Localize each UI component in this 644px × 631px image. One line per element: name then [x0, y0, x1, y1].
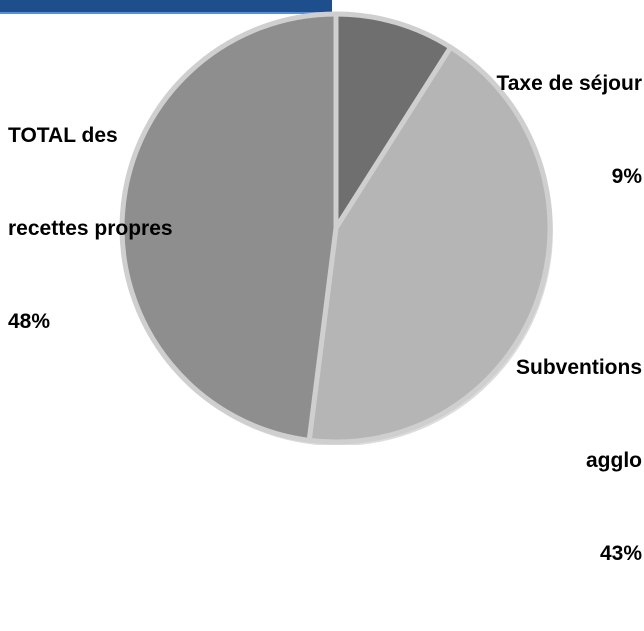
slice-label-line: Taxe de séjour	[496, 72, 642, 95]
slice-label-taxe-de-sejour: Taxe de séjour 9%	[496, 6, 642, 254]
slice-label-line: recettes propres	[8, 217, 173, 240]
title-bar	[0, 0, 332, 14]
slice-label-line: Subventions	[515, 356, 642, 379]
slice-label-line: TOTAL des	[8, 124, 118, 147]
slice-label-percent: 43%	[599, 542, 642, 565]
slice-label-percent: 9%	[611, 165, 642, 188]
slice-label-subventions-agglo: Subventions agglo 43%	[516, 290, 642, 631]
pie-slice-subventions-agglo	[306, 44, 553, 445]
slice-label-percent: 48%	[8, 310, 51, 333]
pie-slice-total-des-recettes-propres	[119, 11, 339, 443]
slice-label-line: agglo	[586, 449, 642, 472]
pie-chart-svg	[119, 11, 553, 445]
slice-label-total-recettes-propres: TOTAL des recettes propres 48%	[8, 58, 173, 399]
pie-chart: Taxe de séjour 9% Subventions agglo 43% …	[0, 0, 642, 565]
pie-slice-taxe-de-s-jour	[333, 11, 454, 231]
